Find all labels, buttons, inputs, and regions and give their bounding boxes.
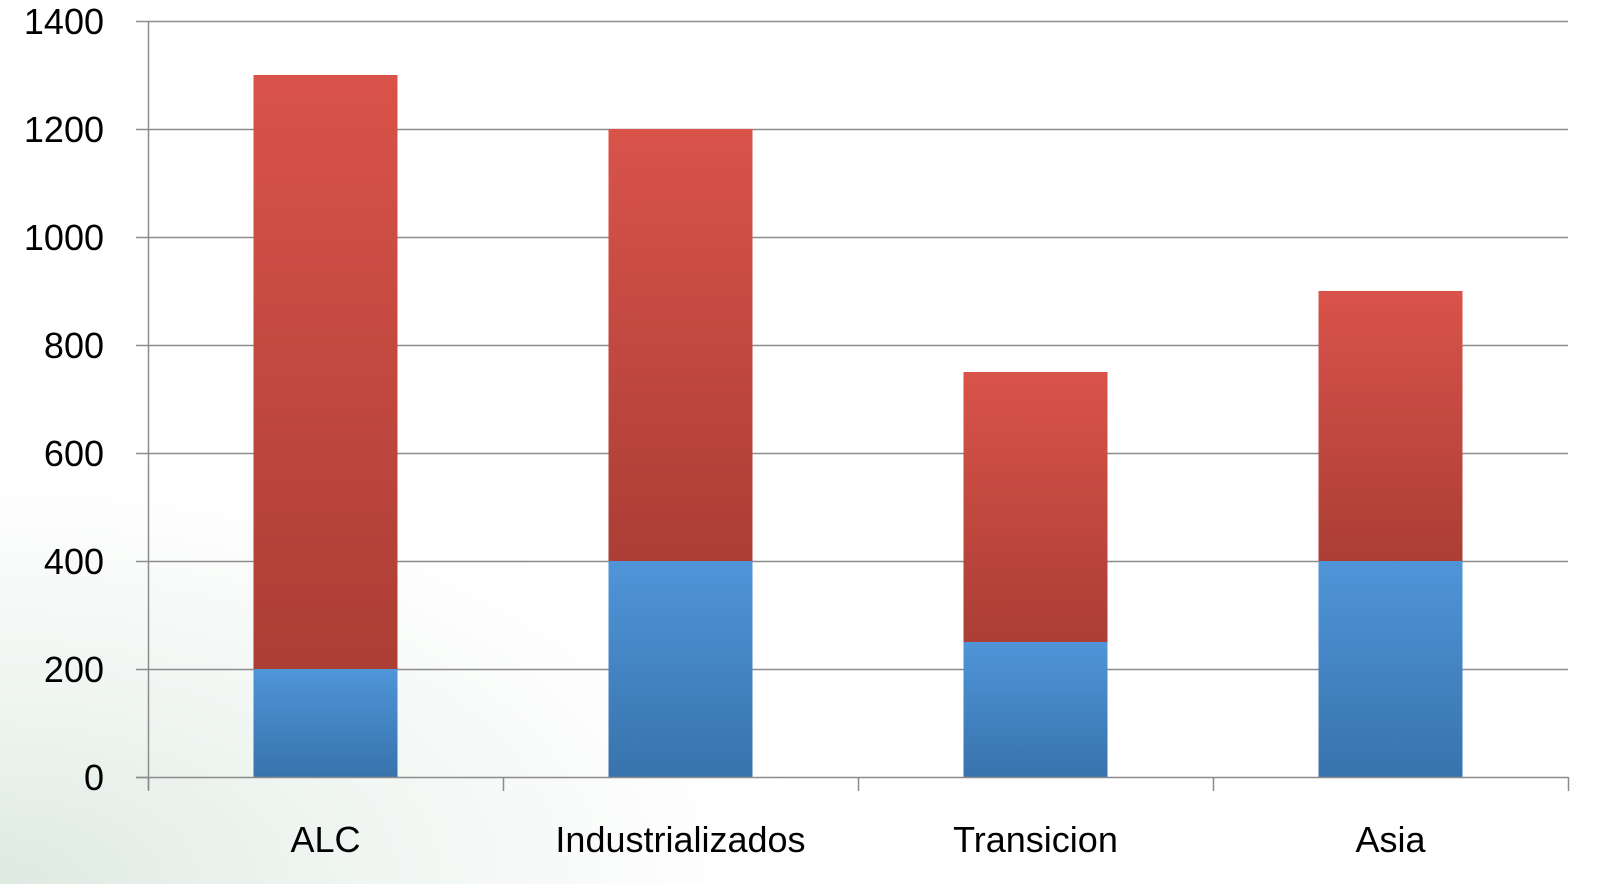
- x-tick-label-industrializados: Industrializados: [555, 819, 805, 860]
- y-tick-label-0: 0: [84, 757, 104, 798]
- y-tick-label-400: 400: [44, 541, 104, 582]
- bars: [253, 75, 1463, 777]
- y-tick-label-800: 800: [44, 325, 104, 366]
- bar-asia-segment-1: [1318, 561, 1463, 777]
- axes: [136, 20, 1570, 791]
- y-tick-label-1400: 1400: [24, 1, 104, 42]
- y-tick-label-200: 200: [44, 649, 104, 690]
- y-tick-label-600: 600: [44, 433, 104, 474]
- bar-alc-segment-2: [253, 75, 398, 669]
- bar-industrializados-segment-2: [608, 129, 753, 561]
- bar-transicion-segment-1: [963, 642, 1108, 777]
- y-tick-label-1000: 1000: [24, 217, 104, 258]
- x-tick-label-transicion: Transicion: [953, 819, 1118, 860]
- bar-alc-segment-1: [253, 669, 398, 777]
- bar-transicion-segment-2: [963, 372, 1108, 642]
- y-tick-label-1200: 1200: [24, 109, 104, 150]
- bar-asia-segment-2: [1318, 291, 1463, 561]
- x-tick-label-asia: Asia: [1355, 819, 1426, 860]
- bar-industrializados-segment-1: [608, 561, 753, 777]
- x-tick-label-alc: ALC: [290, 819, 360, 860]
- tick-labels: 0 200 400 600 800 1000 1200 1400 ALC Industrializ…: [24, 1, 1427, 860]
